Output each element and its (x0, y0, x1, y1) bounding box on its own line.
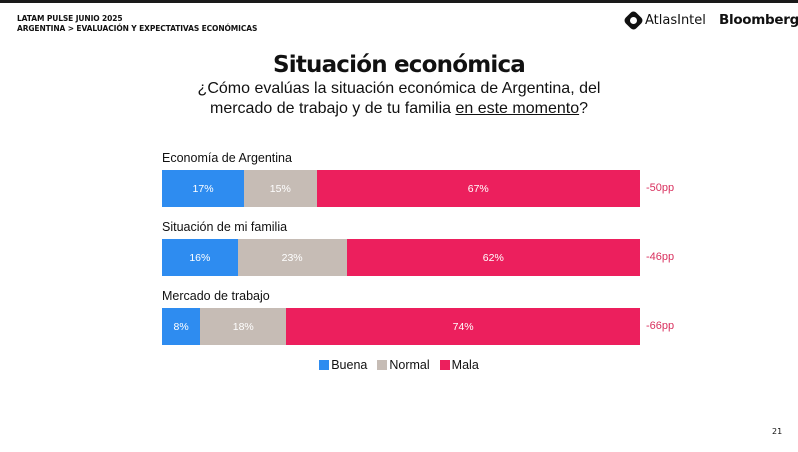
bar-segment-normal: 15% (244, 170, 317, 207)
bar-segment-buena: 17% (162, 170, 245, 207)
bar-segment-buena: 16% (162, 239, 238, 276)
bar-segment-buena: 8% (162, 308, 201, 345)
category-label: Situación de mi familia (162, 220, 288, 234)
subtitle-line-1: ¿Cómo evalúas la situación económica de … (197, 80, 601, 97)
page-title: Situación económica (272, 52, 526, 78)
legend-swatch (319, 360, 330, 370)
subtitle-line-2: mercado de trabajo y de tu familia en es… (0, 100, 798, 118)
bar-segment-mala: 74% (286, 308, 640, 345)
legend-item: Buena (319, 358, 367, 372)
atlas-logo-text: AtlasIntel (645, 13, 706, 28)
legend-label: Buena (331, 358, 368, 372)
net-label: -66pp (646, 320, 675, 332)
bar-segment-normal: 23% (237, 239, 347, 276)
bloomberg-logo: Bloomberg (719, 12, 798, 28)
report-name: LATAM PULSE JUNIO 2025 (17, 14, 123, 23)
legend-swatch (439, 360, 450, 370)
legend-item: Mala (439, 358, 479, 372)
bar-segment-mala: 62% (346, 239, 640, 276)
legend: Buena Normal Mala (0, 358, 798, 372)
page-number: 21 (772, 427, 783, 436)
category-label: Mercado de trabajo (162, 289, 270, 303)
bar-segment-mala: 67% (316, 170, 640, 207)
atlas-mark-icon (622, 9, 645, 32)
atlasintel-logo: AtlasIntel (622, 9, 706, 32)
net-label: -46pp (646, 251, 675, 263)
stacked-bar: 17% 15% 67% (162, 170, 640, 207)
legend-label: Mala (451, 358, 479, 372)
subtitle-text: mercado de trabajo y de tu familia (210, 100, 456, 117)
category-label: Economía de Argentina (162, 151, 292, 165)
bar-segment-normal: 18% (200, 308, 287, 345)
legend-item: Normal (377, 358, 430, 372)
legend-label: Normal (389, 358, 430, 372)
stacked-bar: 16% 23% 62% (162, 239, 640, 276)
subtitle-underlined: en este momento (455, 100, 580, 117)
top-bar (0, 0, 798, 3)
breadcrumb: ARGENTINA > EVALUACIÓN Y EXPECTATIVAS EC… (17, 24, 258, 33)
legend-swatch (377, 360, 388, 370)
stacked-bar: 8% 18% 74% (162, 308, 640, 345)
subtitle-end: ? (579, 100, 588, 117)
net-label: -50pp (646, 182, 675, 194)
